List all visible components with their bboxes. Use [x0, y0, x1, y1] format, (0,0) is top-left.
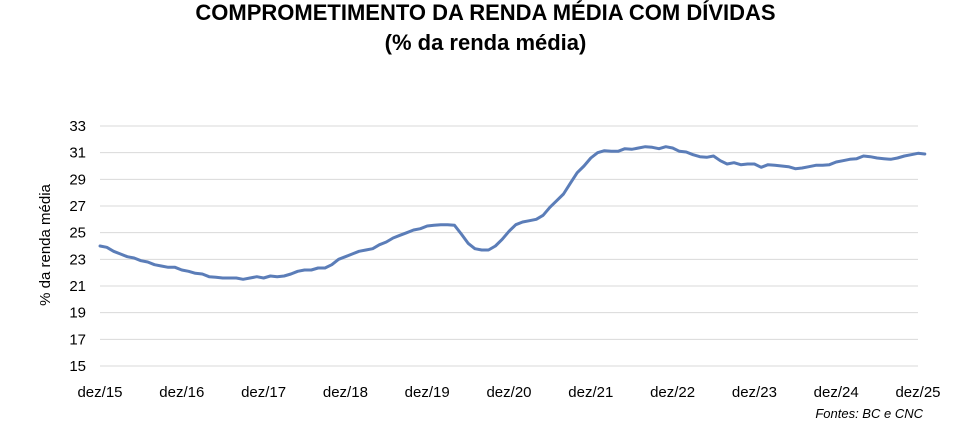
- y-axis-label: % da renda média: [37, 183, 54, 305]
- x-tick-labels: dez/15 dez/16 dez/17 dez/18 dez/19 dez/20 dez/…: [77, 384, 940, 401]
- source-note: Fontes: BC e CNC: [815, 406, 923, 421]
- x-tick-label: dez/16: [159, 384, 204, 401]
- chart-subtitle: (% da renda média): [384, 30, 587, 55]
- x-tick-label: dez/25: [895, 384, 940, 401]
- y-tick-label: 33: [69, 118, 86, 135]
- y-tick-label: 21: [69, 278, 86, 295]
- x-tick-label: dez/18: [323, 384, 368, 401]
- series-line: [98, 145, 927, 281]
- x-tick-label: dez/15: [77, 384, 122, 401]
- y-tick-label: 31: [69, 145, 86, 162]
- y-tick-label: 27: [69, 198, 86, 215]
- gridlines: [100, 125, 918, 367]
- x-tick-label: dez/23: [732, 384, 777, 401]
- y-tick-label: 15: [69, 358, 86, 375]
- x-tick-label: dez/19: [405, 384, 450, 401]
- y-tick-label: 23: [69, 251, 86, 268]
- y-tick-label: 19: [69, 305, 86, 322]
- y-tick-label: 17: [69, 331, 86, 348]
- x-tick-label: dez/17: [241, 384, 286, 401]
- y-tick-label: 29: [69, 171, 86, 188]
- x-tick-label: dez/20: [486, 384, 531, 401]
- x-tick-label: dez/21: [568, 384, 613, 401]
- chart-title: COMPROMETIMENTO DA RENDA MÉDIA COM DÍVID…: [195, 0, 776, 25]
- x-tick-label: dez/22: [650, 384, 695, 401]
- x-tick-label: dez/24: [814, 384, 859, 401]
- y-tick-label: 25: [69, 225, 86, 242]
- y-tick-labels: 15 17 19 21 23 25 27 29 31 33: [69, 118, 86, 375]
